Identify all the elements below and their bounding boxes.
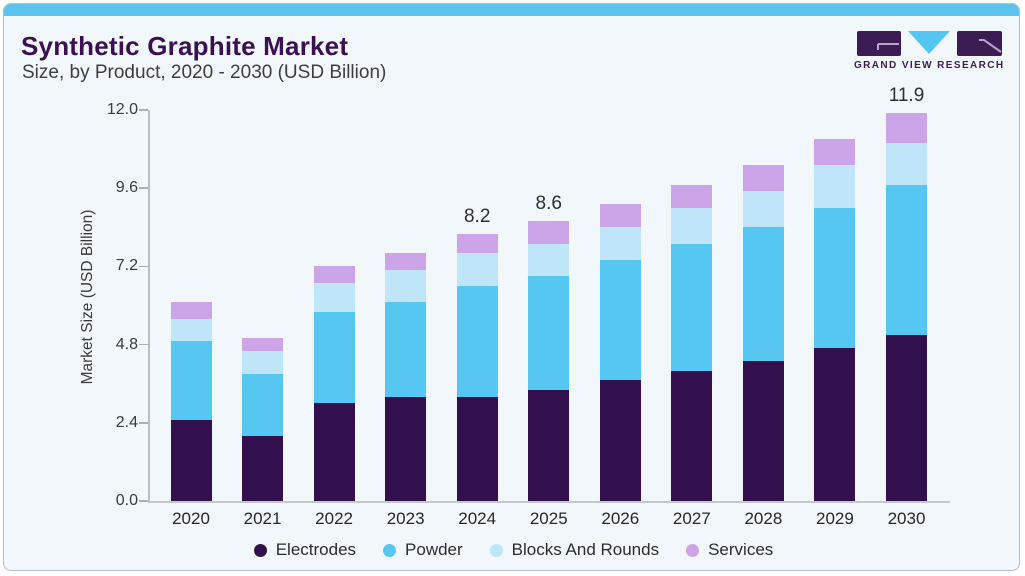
x-tick-label: 2026 (601, 509, 640, 528)
bar-segment-powder (313, 312, 355, 404)
bar-segment-blocks-and-rounds (599, 227, 641, 260)
x-tick-label: 2027 (672, 509, 711, 528)
x-tick-label: 2030 (887, 509, 926, 528)
bar-segment-services (599, 204, 641, 228)
legend-item-blocks-and-rounds: Blocks And Rounds (489, 540, 660, 560)
bar-segment-blocks-and-rounds (170, 318, 212, 342)
y-tick-label: 7.2 (115, 257, 138, 275)
bar-segment-blocks-and-rounds (242, 351, 284, 374)
bar-segment-services (742, 165, 784, 192)
legend-label: Electrodes (275, 540, 357, 559)
bar-segment-electrodes (528, 390, 570, 501)
legend-label: Services (708, 540, 774, 559)
bar-segment-powder (671, 243, 713, 371)
bar-segment-blocks-and-rounds (313, 282, 355, 312)
bar-total-label: 11.9 (888, 85, 925, 107)
x-tick-label: 2021 (243, 509, 282, 528)
bar-segment-services (456, 233, 498, 254)
x-axis-line (148, 501, 950, 503)
bar-segment-services (385, 253, 427, 270)
bar-segment-powder (528, 276, 570, 391)
bar-total-label: 8.2 (463, 205, 491, 227)
y-tick-label: 4.8 (115, 335, 138, 353)
bar-segment-electrodes (170, 419, 212, 501)
y-tick-mark (139, 187, 148, 189)
legend-item-powder: Powder (383, 540, 463, 560)
x-tick-label: 2028 (744, 509, 783, 528)
chart-legend: Electrodes Powder Blocks And Rounds Service… (4, 540, 1019, 560)
bar-segment-electrodes (671, 370, 713, 501)
legend-swatch-icon (383, 543, 397, 557)
page-title: Synthetic Graphite Market (21, 31, 349, 61)
chart-card: Synthetic Graphite Market Size, by Produ… (3, 3, 1020, 571)
bar-segment-blocks-and-rounds (456, 253, 498, 286)
y-tick-label: 9.6 (115, 179, 138, 197)
bar-segment-electrodes (456, 396, 498, 501)
legend-swatch-icon (686, 543, 700, 557)
logo-g-glyph (877, 43, 899, 50)
bar-total-label: 8.6 (535, 192, 562, 214)
top-accent-bar (4, 4, 1019, 16)
y-tick-mark (139, 343, 148, 346)
bar-segment-electrodes (814, 347, 856, 501)
logo-r-block (957, 31, 1002, 56)
bar-segment-powder (814, 207, 856, 348)
x-tick-label: 2024 (458, 509, 497, 528)
legend-item-electrodes: Electrodes (253, 540, 357, 560)
bar-segment-services (886, 113, 927, 143)
x-tick-label: 2025 (529, 509, 568, 528)
bar-segment-powder (742, 227, 784, 361)
bar-segment-blocks-and-rounds (385, 269, 427, 303)
y-tick-mark (139, 265, 148, 268)
legend-label: Blocks And Rounds (511, 540, 660, 559)
bar-segment-electrodes (886, 334, 927, 501)
bar-segment-electrodes (599, 380, 641, 501)
bar-segment-services (170, 302, 212, 319)
gvr-logo-icon (857, 31, 1002, 56)
bar-segment-services (528, 220, 570, 244)
legend-item-services: Services (686, 540, 773, 560)
bar-segment-services (814, 139, 856, 166)
y-tick-label: 0.0 (115, 492, 138, 509)
grand-view-research-logo: GRAND VIEW RESEARCH (854, 29, 1005, 75)
y-tick-mark (139, 422, 148, 424)
logo-r-glyph (979, 39, 1002, 53)
y-tick-mark (139, 500, 148, 502)
x-tick-label: 2022 (315, 509, 354, 528)
x-tick-label: 2029 (816, 509, 854, 528)
bar-segment-powder (170, 341, 212, 420)
bar-segment-powder (599, 259, 641, 381)
bar-segment-services (242, 338, 284, 352)
bar-segment-services (313, 266, 355, 283)
bar-segment-powder (886, 184, 927, 335)
x-tick-label: 2020 (172, 509, 210, 528)
bar-segment-electrodes (385, 396, 427, 501)
bar-segment-blocks-and-rounds (528, 243, 570, 277)
bar-segment-electrodes (313, 403, 355, 501)
y-tick-mark (139, 109, 148, 111)
page-subtitle: Size, by Product, 2020 - 2030 (USD Billi… (22, 62, 387, 83)
logo-text: GRAND VIEW RESEARCH (854, 60, 1005, 71)
x-tick-label: 2023 (386, 509, 425, 528)
y-tick-label: 12.0 (106, 101, 138, 118)
legend-swatch-icon (489, 543, 503, 557)
logo-v-triangle (908, 31, 950, 54)
bar-segment-powder (456, 285, 498, 397)
bar-segment-blocks-and-rounds (742, 191, 784, 228)
legend-swatch-icon (253, 543, 267, 557)
bar-segment-electrodes (742, 360, 784, 501)
bar-segment-blocks-and-rounds (814, 165, 856, 208)
bar-segment-electrodes (242, 435, 284, 501)
y-axis-line (148, 110, 150, 501)
bar-segment-services (671, 184, 713, 208)
bar-segment-powder (242, 373, 284, 436)
bar-segment-powder (385, 302, 427, 397)
legend-label: Powder (405, 540, 463, 559)
bar-segment-blocks-and-rounds (671, 207, 713, 244)
y-tick-label: 2.4 (115, 413, 138, 431)
bar-segment-blocks-and-rounds (886, 142, 927, 185)
